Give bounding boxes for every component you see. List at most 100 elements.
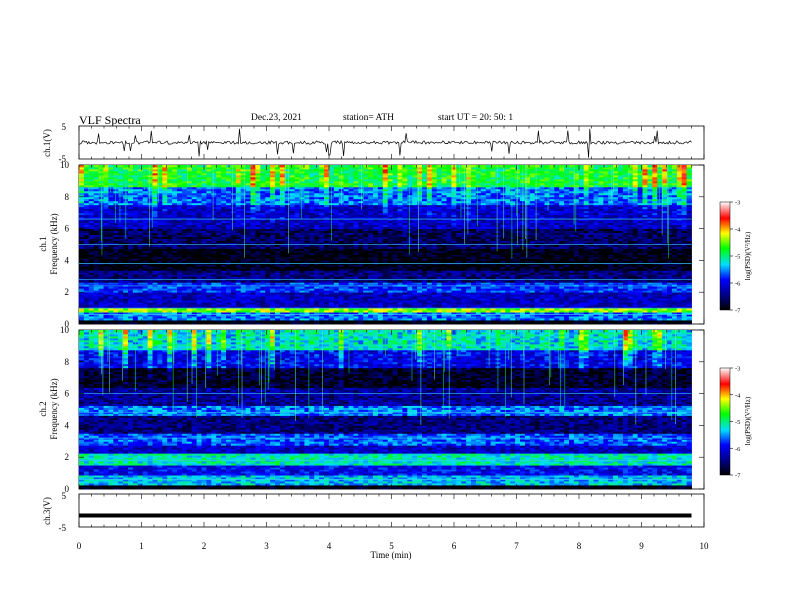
spectrogram-cell (250, 308, 256, 311)
spectrogram-cell (363, 308, 369, 311)
spectrogram-cell (118, 282, 124, 285)
spectrogram-cell (373, 254, 379, 257)
spectrogram-cell (564, 316, 570, 319)
spectrogram-cell (328, 274, 335, 277)
spectrogram-cell (260, 286, 266, 289)
spectrogram-cell (564, 314, 570, 317)
spectrogram-cell (642, 274, 648, 277)
spectrogram-cell (103, 264, 109, 267)
spectrogram-cell (113, 310, 119, 313)
waveform-top-ytick-max: 5 (62, 122, 67, 132)
spectrogram-cell (289, 314, 295, 317)
spectrogram-cell (524, 270, 531, 273)
spectrogram-cell (373, 290, 379, 293)
spectrogram-cell (422, 286, 428, 289)
spectrogram-cell (647, 254, 653, 257)
spectrogram-cell (123, 274, 129, 277)
spectrogram-cell (539, 312, 545, 315)
spectrogram-cell (79, 268, 85, 271)
spectrogram-cell (397, 254, 403, 257)
spectrogram-cell (622, 288, 629, 291)
spectrogram-cell (588, 270, 594, 273)
spectrogram-cell (402, 316, 408, 319)
spectrogram-cell (647, 286, 653, 289)
spectrogram-cell (451, 292, 457, 295)
spectrogram-cell (490, 272, 496, 275)
spectrogram-cell (387, 270, 393, 273)
spectrogram-cell (387, 296, 393, 299)
spectrogram-cell (172, 314, 178, 317)
spectrogram-cell (510, 312, 516, 315)
spectrogram-cell (98, 322, 104, 325)
spectrogram-cell (157, 294, 163, 297)
spectrogram-cell (270, 318, 276, 321)
spectrogram-cell (152, 264, 158, 267)
spectrogram-cell (387, 308, 393, 311)
spectrogram-cell (304, 274, 310, 277)
spectrogram-cell (338, 268, 344, 271)
spectrogram-cell (431, 314, 438, 317)
spectrogram-cell (299, 316, 305, 319)
spectrogram-cell (686, 308, 692, 311)
spectrogram-cell (681, 258, 687, 261)
spectrogram-cell (431, 302, 438, 305)
spectrogram-cell (667, 316, 673, 319)
spectrogram-cell (510, 256, 516, 259)
spectrogram-cell (466, 256, 472, 259)
spectrogram-cell (270, 290, 276, 293)
spectrogram-cell (573, 254, 580, 257)
spectrogram-cell (147, 270, 153, 273)
spectrogram-cell (142, 308, 148, 311)
spectrogram-cell (686, 264, 692, 267)
spectrogram-cell (309, 300, 315, 303)
spectrogram-cell (79, 276, 85, 279)
spectrogram-cell (137, 260, 144, 263)
spectrogram-cell (471, 274, 477, 277)
spectrogram-cell (632, 296, 638, 299)
spectrogram-cell (93, 268, 99, 271)
spectrogram-cell (88, 258, 95, 261)
spectrogram-cell (333, 270, 340, 273)
spectrogram-cell (534, 268, 540, 271)
spectrogram-cell (662, 282, 668, 285)
spectrogram-cell (333, 308, 340, 311)
spectrogram-cell (515, 274, 521, 277)
spectrogram-cell (123, 272, 129, 275)
spectrogram-cell (167, 304, 173, 307)
spectrogram-cell (657, 302, 663, 305)
spectrogram-cell (338, 312, 344, 315)
spectrogram-cell (598, 316, 604, 319)
spectrogram-cell (128, 288, 134, 291)
spectrogram-cell (284, 298, 291, 301)
spectrogram-cell (275, 272, 281, 275)
spectrogram-cell (240, 308, 246, 311)
spectrogram-cell (152, 274, 158, 277)
spectrogram-cell (113, 256, 119, 259)
spectrogram-cell (667, 292, 673, 295)
spectrogram-cell (627, 282, 634, 285)
spectrogram-cell (230, 320, 237, 323)
spectrogram-cell (387, 312, 393, 315)
spectrogram-cell (407, 296, 413, 299)
spectrogram-cell (147, 266, 153, 269)
spectrogram-cell (490, 298, 496, 301)
spectrogram-cell (201, 304, 207, 307)
spectrogram-cell (627, 294, 634, 297)
spectrogram-cell (211, 274, 217, 277)
spectrogram-cell (422, 320, 428, 323)
spectrogram-cell (201, 314, 207, 317)
spectrogram-cell (162, 290, 168, 293)
spectrogram-cell (196, 274, 202, 277)
spectrogram-cell (314, 316, 320, 319)
spectrogram-cell (554, 264, 560, 267)
spectrogram-cell (265, 260, 271, 263)
spectrogram-cell (632, 268, 638, 271)
spectrogram-cell (299, 264, 305, 267)
spectrogram-cell (201, 272, 207, 275)
spectrogram-cell (431, 258, 438, 261)
spectrogram-cell (618, 260, 624, 263)
spectrogram-cell (167, 264, 173, 267)
spectrogram-cell (118, 312, 124, 315)
spectrogram-cell (485, 306, 491, 309)
spectrogram-cell (422, 264, 428, 267)
